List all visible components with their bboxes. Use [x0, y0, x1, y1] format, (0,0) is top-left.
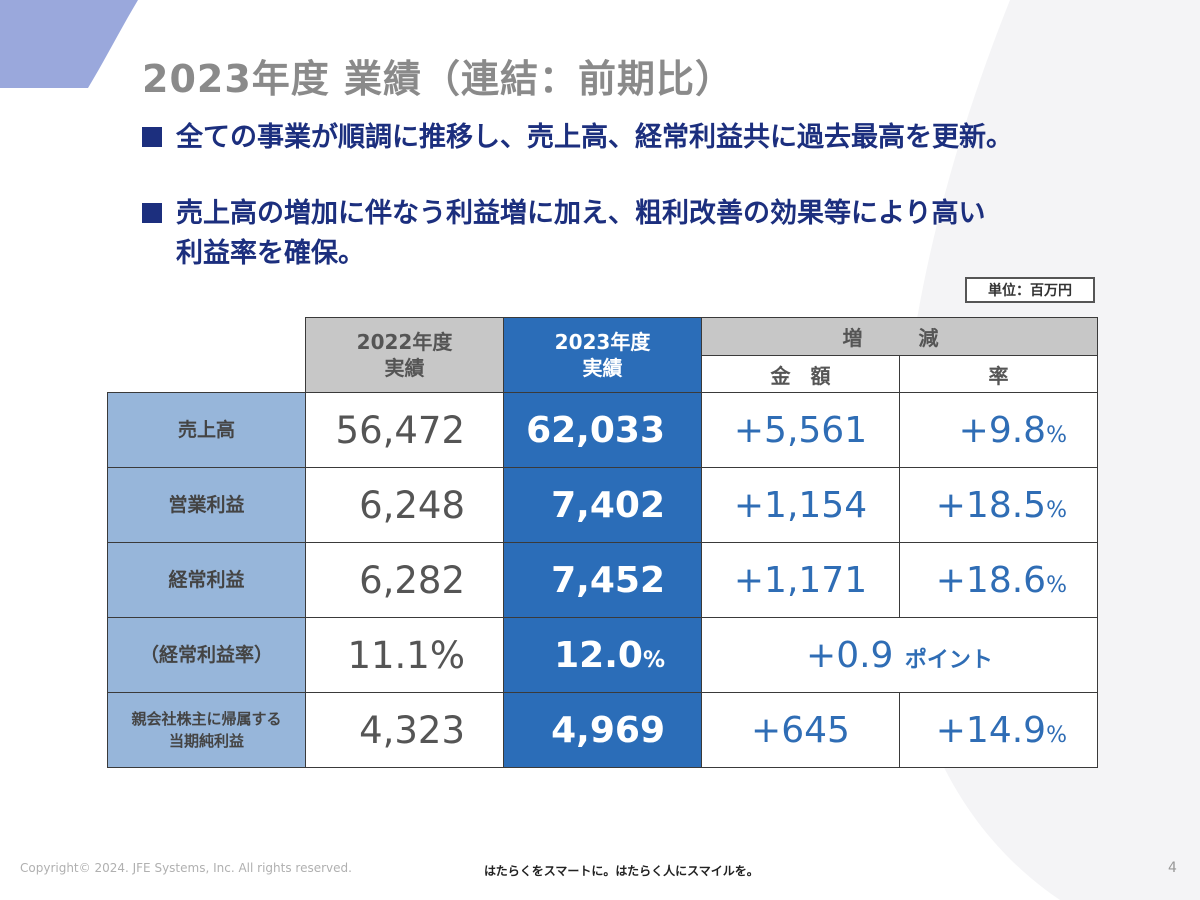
bullet-square-icon: [142, 203, 162, 223]
change-rate-ordinary-income: +18.6%: [899, 542, 1098, 618]
change-amount-operating-income: +1,154: [701, 467, 900, 543]
table-row-ordinary-income: 経常利益 6,282 7,452 +1,171 +18.6%: [107, 542, 1098, 618]
value-2023-operating-income: 7,402: [503, 467, 702, 543]
change-amount-net-income: +645: [701, 692, 900, 768]
value-2023-sales: 62,033: [503, 392, 702, 468]
change-rate-net-income: +14.9%: [899, 692, 1098, 768]
bullet-2-text-line1: 売上高の増加に伴なう利益増に加え、粗利改善の効果等により高い: [176, 198, 986, 229]
row-label-net-income-line2: 当期純利益: [168, 732, 244, 750]
margin-change-unit: ポイント: [904, 647, 993, 673]
change-amount-ordinary-income: +1,171: [701, 542, 900, 618]
change-rate-operating-income: +18.5%: [899, 467, 1098, 543]
margin-2023-value: 12.0: [554, 634, 643, 676]
unit-label: 単位：百万円: [965, 277, 1095, 303]
page-number: 4: [1168, 860, 1177, 876]
bullet-1-text: 全ての事業が順調に推移し、売上高、経常利益共に過去最高を更新。: [176, 122, 1013, 153]
rate-unit: %: [1046, 572, 1067, 598]
table-row-net-income: 親会社株主に帰属する 当期純利益 4,323 4,969 +645 +14.9%: [107, 692, 1098, 768]
margin-change-value: +0.9: [806, 634, 894, 676]
rate-value: +9.8: [958, 409, 1047, 451]
footer-slogan: はたらくをスマートに。はたらく人にスマイルを。: [484, 864, 759, 878]
results-table: 2022年度 実績 2023年度 実績 増 減 金 額 率 売上高 56,472…: [107, 317, 1098, 768]
header-2023: 2023年度 実績: [503, 317, 702, 393]
row-label-net-income: 親会社株主に帰属する 当期純利益: [107, 692, 306, 768]
row-label-operating-income: 営業利益: [107, 467, 306, 543]
table-row-operating-income: 営業利益 6,248 7,402 +1,154 +18.5%: [107, 467, 1098, 543]
value-2023-net-income: 4,969: [503, 692, 702, 768]
row-label-net-income-line1: 親会社株主に帰属する: [131, 710, 282, 728]
footer-copyright: Copyright© 2024. JFE Systems, Inc. All r…: [20, 861, 352, 875]
bullet-2-text-line2: 利益率を確保。: [176, 238, 365, 269]
value-2022-ordinary-margin: 11.1%: [305, 617, 504, 693]
bullet-square-icon: [142, 127, 162, 147]
table-corner: [108, 318, 306, 393]
change-ordinary-margin-merged: +0.9 ポイント: [701, 617, 1098, 693]
margin-2023-unit: %: [642, 647, 665, 673]
header-change-rate: 率: [899, 355, 1098, 393]
table-row-ordinary-margin: （経常利益率） 11.1% 12.0% +0.9 ポイント: [107, 617, 1098, 693]
header-change: 増 減: [701, 317, 1098, 356]
rate-value: +18.6: [935, 559, 1047, 601]
header-2022-line1: 2022年度: [356, 330, 453, 354]
value-2022-operating-income: 6,248: [305, 467, 504, 543]
value-2023-ordinary-income: 7,452: [503, 542, 702, 618]
header-2023-line1: 2023年度: [554, 330, 651, 354]
value-2023-ordinary-margin: 12.0%: [503, 617, 702, 693]
rate-value: +14.9: [935, 709, 1047, 751]
rate-unit: %: [1046, 497, 1067, 523]
change-rate-sales: +9.8%: [899, 392, 1098, 468]
rate-value: +18.5: [935, 484, 1047, 526]
change-amount-sales: +5,561: [701, 392, 900, 468]
rate-unit: %: [1046, 422, 1067, 448]
row-label-ordinary-income: 経常利益: [107, 542, 306, 618]
value-2022-sales: 56,472: [305, 392, 504, 468]
bullet-2: 売上高の増加に伴なう利益増に加え、粗利改善の効果等により高い 利益率を確保。: [142, 194, 985, 274]
row-label-sales: 売上高: [107, 392, 306, 468]
table-row-sales: 売上高 56,472 62,033 +5,561 +9.8%: [107, 392, 1098, 468]
bullet-1: 全ての事業が順調に推移し、売上高、経常利益共に過去最高を更新。: [142, 118, 1013, 158]
rate-unit: %: [1046, 722, 1067, 748]
header-2022: 2022年度 実績: [305, 317, 504, 393]
value-2022-ordinary-income: 6,282: [305, 542, 504, 618]
header-2023-line2: 実績: [582, 356, 623, 380]
page-title: 2023年度 業績（連結：前期比）: [142, 57, 734, 101]
header-change-amount: 金 額: [701, 355, 900, 393]
header-2022-line2: 実績: [384, 356, 425, 380]
row-label-ordinary-margin: （経常利益率）: [107, 617, 306, 693]
value-2022-net-income: 4,323: [305, 692, 504, 768]
